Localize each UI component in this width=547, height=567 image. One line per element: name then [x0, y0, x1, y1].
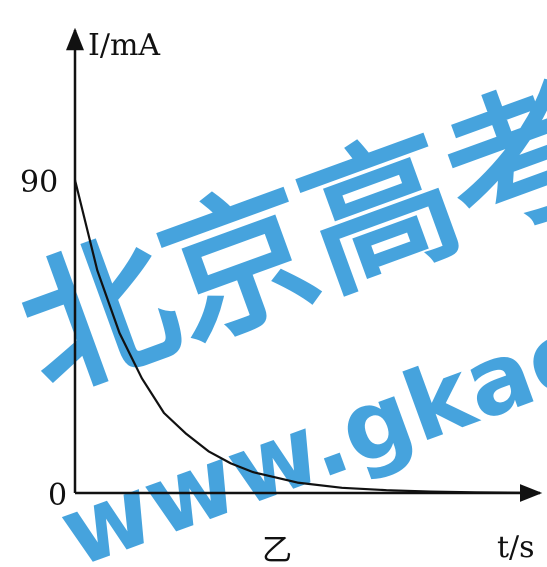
- x-axis-label: t/s: [497, 530, 535, 565]
- series-layer: [73, 179, 521, 494]
- origin-label: 0: [48, 478, 67, 513]
- y-tick-label-90: 90: [20, 165, 58, 200]
- series-line-0: [73, 179, 521, 494]
- y-axis-label: I/mA: [88, 28, 160, 63]
- watermark: 北京高考 www.gkao.: [0, 55, 547, 567]
- figure-caption: 乙: [262, 533, 292, 567]
